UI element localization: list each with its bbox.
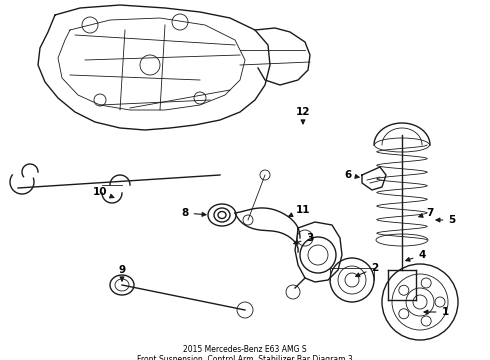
Text: 4: 4 (406, 250, 426, 261)
Text: 8: 8 (181, 208, 206, 218)
Text: Front Suspension, Control Arm, Stabilizer Bar Diagram 3: Front Suspension, Control Arm, Stabilize… (137, 355, 353, 360)
Text: 9: 9 (119, 265, 125, 281)
Text: 12: 12 (296, 107, 310, 124)
Text: 2: 2 (356, 263, 379, 276)
Text: 5: 5 (436, 215, 456, 225)
Text: 2015 Mercedes-Benz E63 AMG S: 2015 Mercedes-Benz E63 AMG S (183, 346, 307, 355)
Text: 1: 1 (424, 307, 449, 317)
Text: 10: 10 (93, 187, 114, 198)
Text: 7: 7 (419, 208, 434, 218)
Text: 11: 11 (289, 205, 310, 217)
Text: 3: 3 (294, 233, 314, 244)
Text: 6: 6 (344, 170, 359, 180)
